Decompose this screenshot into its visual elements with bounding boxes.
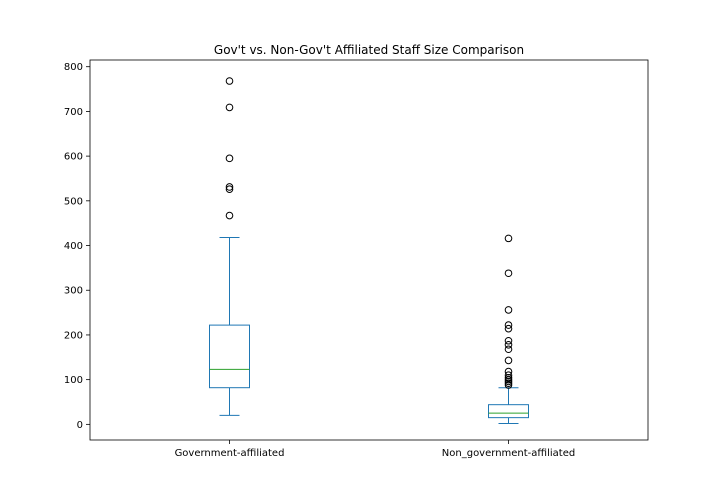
box-government-affiliated	[209, 77, 250, 416]
outlier-point	[504, 321, 513, 329]
x-axis: Government-affiliated Non_government-affi…	[175, 440, 575, 459]
box-non-government-affiliated	[488, 234, 529, 424]
x-tick-label: Government-affiliated	[175, 448, 285, 459]
box-series	[209, 77, 529, 424]
x-tick-label: Non_government-affiliated	[442, 448, 575, 459]
plot-area-frame	[89, 59, 649, 441]
chart-title: Gov't vs. Non-Gov't Affiliated Staff Siz…	[214, 43, 524, 57]
outlier-point	[504, 269, 513, 278]
outlier-point	[504, 336, 513, 345]
y-tick-label: 300	[64, 286, 83, 297]
outlier-point	[504, 356, 513, 365]
y-tick-label: 200	[64, 330, 83, 341]
outlier-point	[225, 183, 234, 191]
outlier-point	[225, 185, 234, 193]
y-tick-label: 800	[64, 62, 83, 73]
y-tick-label: 400	[64, 241, 83, 252]
outlier-point	[225, 154, 234, 163]
outlier-point	[225, 103, 234, 112]
outlier-point	[504, 234, 513, 243]
outlier-point	[225, 77, 234, 85]
y-tick-label: 100	[64, 375, 83, 386]
outlier-point	[225, 211, 234, 220]
interquartile-box	[488, 404, 529, 419]
outlier-point	[504, 306, 513, 314]
y-tick-label: 700	[64, 107, 83, 118]
outlier-point	[504, 367, 513, 376]
y-axis: 0 100 200 300 400 500 600 700 800	[64, 62, 90, 431]
y-tick-label: 0	[77, 420, 83, 431]
outlier-point	[504, 340, 513, 349]
y-tick-label: 500	[64, 196, 83, 207]
outlier-point	[504, 324, 513, 333]
y-tick-label: 600	[64, 152, 83, 163]
outlier-point	[504, 371, 513, 379]
outlier-point	[504, 345, 513, 354]
interquartile-box	[209, 324, 250, 389]
